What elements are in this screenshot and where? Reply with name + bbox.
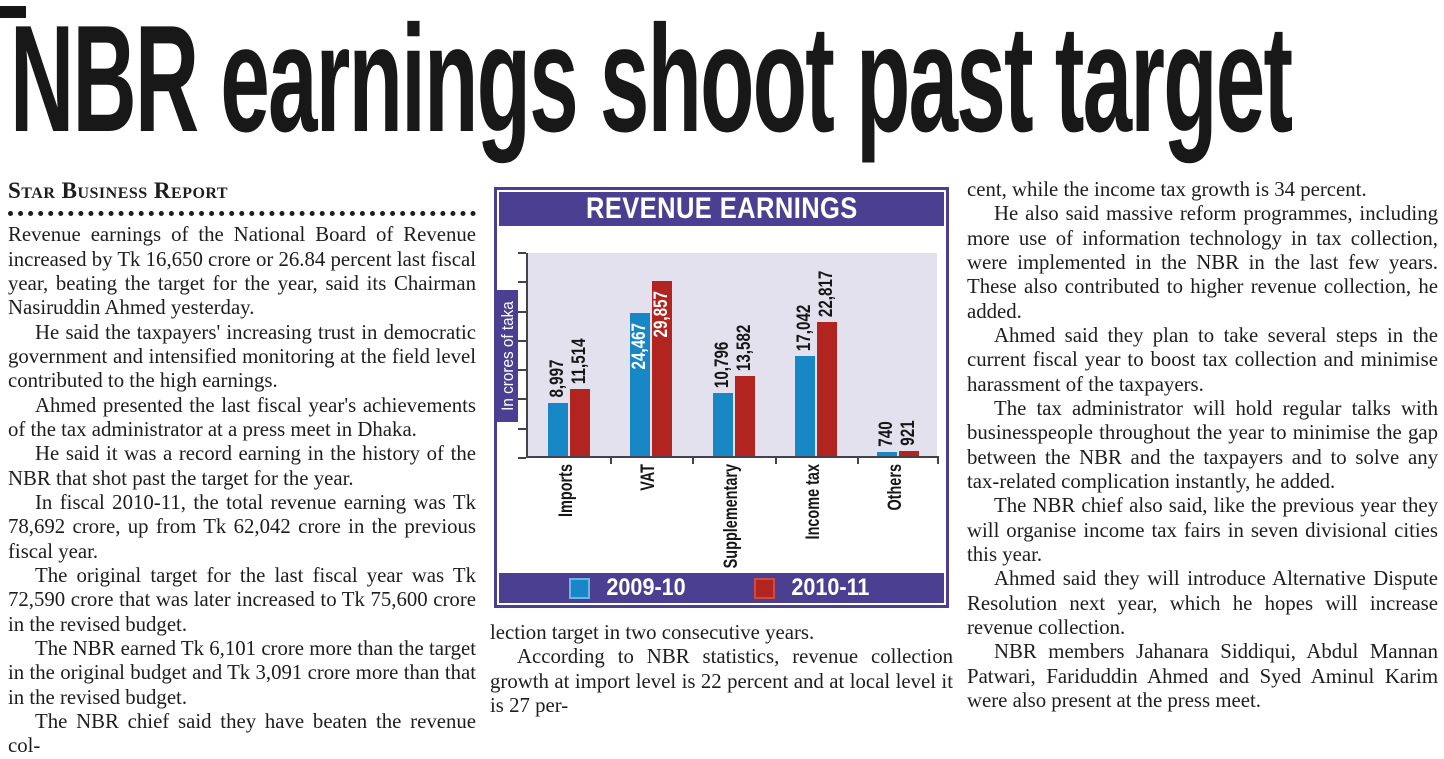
article-paragraph: According to NBR statistics, revenue col…	[490, 645, 953, 717]
article-column-left: Star Business Report Revenue earnings of…	[8, 178, 476, 759]
y-axis-tick	[518, 281, 526, 284]
x-label-income-tax: Income tax	[802, 464, 824, 540]
article-paragraph: The original target for the last fiscal …	[8, 563, 476, 636]
article-paragraph: He said the taxpayers' increasing trust …	[8, 320, 476, 393]
article-body: Star Business Report Revenue earnings of…	[8, 178, 1438, 759]
y-axis-tick	[518, 457, 526, 459]
left-column-paragraphs: Revenue earnings of the National Board o…	[8, 223, 476, 758]
bar-value-label: 740	[875, 421, 897, 447]
bar-2009-10-supplementary	[712, 393, 733, 456]
y-axis-tick	[518, 427, 526, 430]
bar-2010-11-supplementary	[734, 376, 755, 456]
bar-value-label: 8,997	[547, 359, 569, 398]
legend-swatch-2010-11	[754, 577, 776, 599]
x-axis-labels: Imports VAT Supplementary Income tax Others	[526, 462, 937, 571]
bar-2009-10-others	[876, 452, 897, 456]
middle-column-paragraphs: lection target in two consecutive years.…	[490, 621, 953, 718]
page-corner-mark	[0, 6, 26, 18]
article-paragraph: Ahmed presented the last fiscal year's a…	[8, 393, 476, 441]
article-paragraph: The NBR earned Tk 6,101 crore more than …	[8, 636, 476, 709]
chart-plot: 8,997 11,514 24,467 29,857 10,796 13,582 17,04…	[518, 252, 939, 464]
article-paragraph: Ahmed said they will introduce Alternati…	[967, 567, 1438, 639]
dotted-divider	[8, 211, 476, 217]
bar-value-label: 13,582	[733, 324, 755, 372]
y-axis-tick	[518, 310, 526, 313]
article-paragraph: Ahmed said they plan to take several ste…	[967, 323, 1438, 396]
article-paragraph: cent, while the income tax growth is 34 …	[967, 178, 1367, 201]
legend-swatch-2009-10	[569, 577, 591, 599]
article-paragraph: lection target in two consecutive years.	[490, 621, 815, 644]
article-paragraph: The NBR chief also said, like the previo…	[967, 494, 1438, 566]
article-paragraph: He said it was a record earning in the h…	[8, 442, 476, 490]
legend-item-2009-10: 2009-10	[569, 574, 690, 602]
y-axis-tick	[518, 252, 526, 254]
article-paragraph: In fiscal 2010-11, the total revenue ear…	[8, 490, 476, 563]
legend-label: 2009-10	[606, 574, 686, 601]
article-paragraph: NBR members Jahanara Siddiqui, Abdul Man…	[967, 640, 1438, 712]
article-paragraph: Revenue earnings of the National Board o…	[8, 223, 476, 320]
x-axis-tick	[856, 456, 859, 464]
bar-value-label: 17,042	[793, 304, 815, 352]
page-title: NBR earnings shoot past target	[10, 0, 1293, 164]
bar-2010-11-imports	[570, 389, 591, 456]
x-axis-tick	[774, 456, 777, 464]
headline-block: NBR earnings shoot past target	[10, 0, 1444, 172]
bar-2010-11-vat	[652, 281, 673, 456]
bar-2009-10-imports	[548, 403, 569, 456]
article-paragraph: The NBR chief said they have beaten the …	[8, 709, 476, 758]
chart-title-banner: REVENUE EARNINGS	[499, 192, 944, 226]
article-column-right: cent, while the income tax growth is 34 …	[967, 178, 1438, 713]
x-axis-tick	[937, 456, 939, 464]
y-axis-tick	[518, 369, 526, 372]
bar-value-label: 921	[897, 420, 919, 446]
bar-value-label: 29,857	[651, 291, 673, 338]
y-axis-tick	[518, 339, 526, 342]
bar-value-label: 22,817	[815, 270, 837, 318]
article-paragraph: The tax administrator will hold regular …	[967, 396, 1438, 493]
bar-2009-10-vat	[630, 313, 651, 456]
y-axis-label-strip: In crores of taka	[497, 290, 518, 422]
x-axis-tick	[692, 456, 695, 464]
byline: Star Business Report	[8, 178, 229, 203]
x-label-others: Others	[884, 464, 906, 511]
article-paragraph: He also said massive reform programmes, …	[967, 202, 1438, 323]
y-axis-label: In crores of taka	[498, 301, 517, 411]
bar-2010-11-income-tax	[816, 322, 837, 456]
y-axis-tick	[518, 398, 526, 401]
bar-2010-11-others	[898, 451, 919, 456]
bar-value-label: 10,796	[711, 341, 733, 389]
bar-value-label: 11,514	[569, 338, 591, 384]
chart-title: REVENUE EARNINGS	[585, 192, 858, 225]
chart-body: In crores of taka 8,997 11,514 24,467 29,85…	[497, 230, 946, 571]
chart-block: REVENUE EARNINGS In crores of taka 8,997…	[494, 187, 949, 608]
legend-label: 2010-11	[791, 574, 870, 601]
chart-legend: 2009-10 2010-11	[499, 573, 944, 603]
bar-2009-10-income-tax	[794, 356, 815, 456]
article-column-middle: REVENUE EARNINGS In crores of taka 8,997…	[490, 178, 953, 718]
bar-value-label: 24,467	[629, 323, 651, 370]
x-label-imports: Imports	[556, 464, 578, 517]
right-column-paragraphs: cent, while the income tax growth is 34 …	[967, 178, 1438, 713]
x-label-vat: VAT	[638, 464, 660, 491]
x-axis-tick	[610, 456, 613, 464]
legend-item-2010-11: 2010-11	[754, 574, 874, 602]
